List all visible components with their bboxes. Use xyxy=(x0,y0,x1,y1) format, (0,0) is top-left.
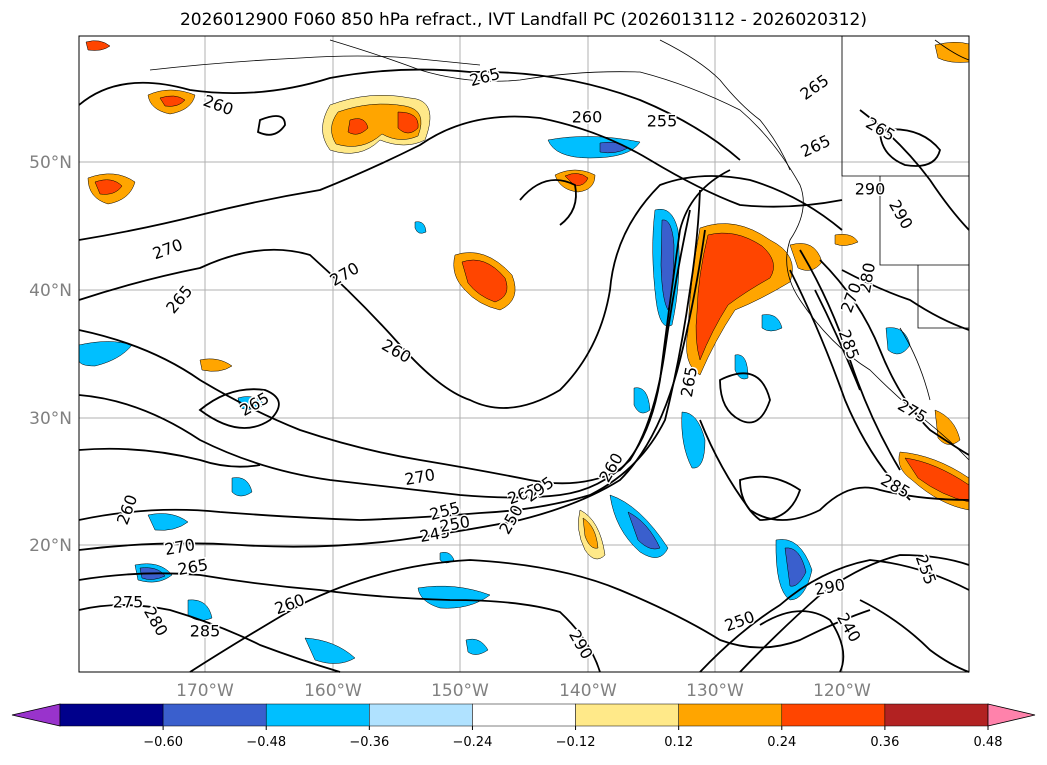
lat-label: 40°N xyxy=(29,281,72,301)
colorbar-tick-label: −0.24 xyxy=(453,735,493,750)
lon-labels: 170°W 160°W 150°W 140°W 130°W 120°W xyxy=(176,681,871,701)
contour-lines xyxy=(78,68,970,673)
lat-labels: 50°N 40°N 30°N 20°N xyxy=(29,153,72,556)
contour-label: 285 xyxy=(190,622,221,641)
lon-label: 160°W xyxy=(304,681,362,701)
lon-label: 170°W xyxy=(176,681,234,701)
colorbar-tick-label: −0.48 xyxy=(246,735,286,750)
lon-label: 120°W xyxy=(813,681,871,701)
lat-label: 30°N xyxy=(29,409,72,429)
colorbar-extend-low xyxy=(11,703,61,727)
colorbar-tick-label: 0.12 xyxy=(664,735,693,750)
map-title: 2026012900 F060 850 hPa refract., IVT La… xyxy=(179,10,867,30)
colorbar-segment xyxy=(472,703,576,727)
colorbar-tick-label: −0.36 xyxy=(349,735,389,750)
colorbar-tick-label: −0.60 xyxy=(143,735,183,750)
colorbar-tick-label: 0.36 xyxy=(870,735,899,750)
colorbar: −0.60 −0.48 −0.36 −0.24 −0.12 0.12 0.24 0.36 0.4… xyxy=(11,703,1036,750)
colorbar-tick-label: 0.24 xyxy=(767,735,796,750)
contour-label: 290 xyxy=(855,180,886,199)
contour-label: 260 xyxy=(572,108,603,127)
colorbar-segment xyxy=(884,703,989,727)
map-panel xyxy=(78,35,970,673)
lon-label: 150°W xyxy=(431,681,489,701)
colorbar-segment xyxy=(781,703,886,727)
contour-label: 255 xyxy=(647,112,678,131)
colorbar-segment xyxy=(575,703,679,727)
colorbar-segment xyxy=(265,703,370,727)
lat-label: 20°N xyxy=(29,536,72,556)
colorbar-tick-label: 0.48 xyxy=(974,735,1003,750)
lon-label: 130°W xyxy=(686,681,744,701)
contour-label: 275 xyxy=(113,593,144,612)
colorbar-segment xyxy=(678,703,783,727)
lat-label: 50°N xyxy=(29,153,72,173)
colorbar-tick-label: −0.12 xyxy=(556,735,596,750)
colorbar-segment xyxy=(369,703,473,727)
colorbar-segment xyxy=(59,703,164,727)
colorbar-segment xyxy=(162,703,267,727)
colorbar-extend-high xyxy=(987,703,1036,727)
lon-label: 140°W xyxy=(559,681,617,701)
